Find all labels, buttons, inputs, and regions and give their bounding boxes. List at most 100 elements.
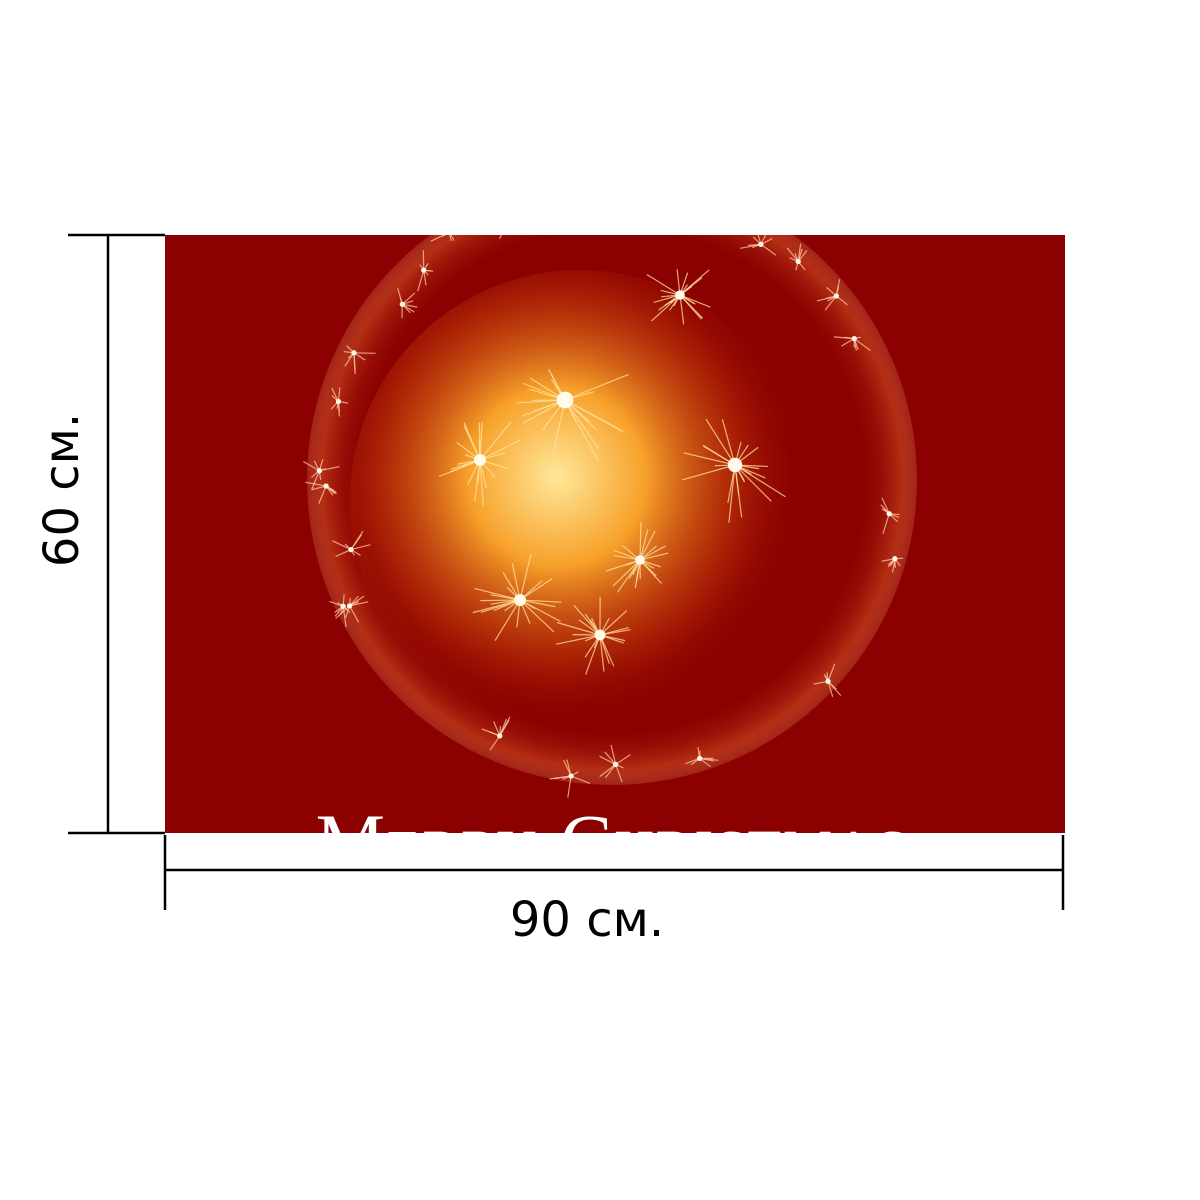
spark bbox=[573, 604, 601, 636]
spark-center bbox=[340, 603, 346, 609]
spark bbox=[639, 530, 656, 561]
spark bbox=[463, 422, 481, 461]
spark bbox=[705, 418, 736, 466]
spark bbox=[610, 744, 617, 765]
spark bbox=[350, 534, 363, 550]
spark bbox=[599, 755, 616, 765]
spark-center bbox=[825, 678, 831, 685]
spark bbox=[717, 215, 726, 217]
spark bbox=[827, 663, 836, 682]
sparks bbox=[303, 177, 904, 798]
spark bbox=[679, 269, 710, 296]
spark bbox=[506, 218, 518, 226]
spark bbox=[615, 754, 631, 765]
spark bbox=[651, 294, 681, 322]
spark bbox=[318, 485, 327, 504]
spark bbox=[714, 215, 725, 216]
spark bbox=[604, 764, 617, 779]
spark bbox=[582, 184, 591, 191]
spark bbox=[728, 464, 736, 523]
spark bbox=[567, 192, 575, 198]
spark bbox=[835, 278, 841, 297]
spark bbox=[691, 186, 705, 202]
spark-center bbox=[474, 454, 486, 466]
spark bbox=[578, 184, 582, 200]
spark bbox=[519, 578, 553, 601]
spark bbox=[717, 211, 726, 215]
spark bbox=[449, 231, 457, 232]
spark bbox=[824, 295, 837, 311]
spark bbox=[718, 213, 725, 215]
spark-center bbox=[795, 258, 801, 265]
spark bbox=[833, 336, 855, 340]
spark bbox=[480, 599, 521, 602]
spark bbox=[721, 419, 736, 466]
spark bbox=[430, 235, 446, 242]
spark bbox=[599, 610, 628, 636]
spark bbox=[599, 634, 615, 667]
spark bbox=[853, 338, 871, 352]
spark bbox=[585, 634, 601, 675]
spark bbox=[582, 184, 587, 189]
spark bbox=[564, 399, 600, 449]
spark bbox=[639, 522, 642, 561]
spark bbox=[335, 605, 350, 619]
spark-center bbox=[514, 594, 526, 606]
spark bbox=[682, 464, 736, 481]
spark bbox=[349, 605, 360, 623]
spark bbox=[567, 192, 581, 201]
spark bbox=[740, 243, 762, 249]
spark bbox=[519, 599, 556, 608]
spark-center bbox=[568, 773, 574, 779]
spark bbox=[435, 225, 449, 233]
spark bbox=[711, 206, 725, 215]
height-label: 60 см. bbox=[34, 413, 90, 567]
spark bbox=[479, 421, 512, 461]
spark-center bbox=[886, 511, 892, 517]
spark bbox=[489, 735, 501, 751]
spark-center bbox=[758, 241, 764, 247]
spark-center bbox=[399, 301, 405, 307]
height-dimension bbox=[68, 233, 165, 835]
spark bbox=[303, 460, 320, 472]
spark bbox=[519, 599, 555, 633]
width-dimension bbox=[163, 835, 1065, 910]
spark bbox=[556, 621, 601, 636]
spark-center bbox=[564, 190, 569, 195]
spark-center bbox=[449, 235, 450, 236]
spark bbox=[494, 599, 521, 641]
spark bbox=[551, 399, 566, 459]
spark bbox=[498, 235, 503, 239]
spark-center bbox=[892, 556, 898, 562]
spark bbox=[332, 540, 352, 551]
spark bbox=[353, 352, 376, 354]
spark-center bbox=[316, 468, 323, 474]
spark bbox=[519, 554, 532, 601]
spark-center bbox=[727, 457, 743, 473]
spark bbox=[401, 292, 416, 305]
spark bbox=[696, 184, 705, 203]
spark bbox=[570, 775, 591, 784]
spark bbox=[827, 681, 834, 698]
ornament-core bbox=[350, 270, 810, 730]
spark-center bbox=[504, 223, 509, 228]
spark bbox=[506, 226, 514, 230]
spark bbox=[511, 563, 521, 601]
spark-center bbox=[594, 629, 606, 641]
spark bbox=[479, 459, 484, 506]
spark bbox=[472, 599, 521, 614]
spark bbox=[615, 764, 623, 783]
spark bbox=[566, 192, 567, 199]
spark bbox=[449, 226, 453, 233]
spark bbox=[349, 595, 365, 607]
spark bbox=[450, 235, 455, 241]
spark bbox=[599, 763, 617, 778]
spark bbox=[695, 197, 705, 203]
spark bbox=[582, 177, 584, 184]
spark bbox=[571, 184, 582, 186]
spark bbox=[305, 481, 327, 487]
spark-center bbox=[556, 391, 574, 409]
spark bbox=[562, 759, 572, 777]
spark bbox=[506, 208, 517, 226]
